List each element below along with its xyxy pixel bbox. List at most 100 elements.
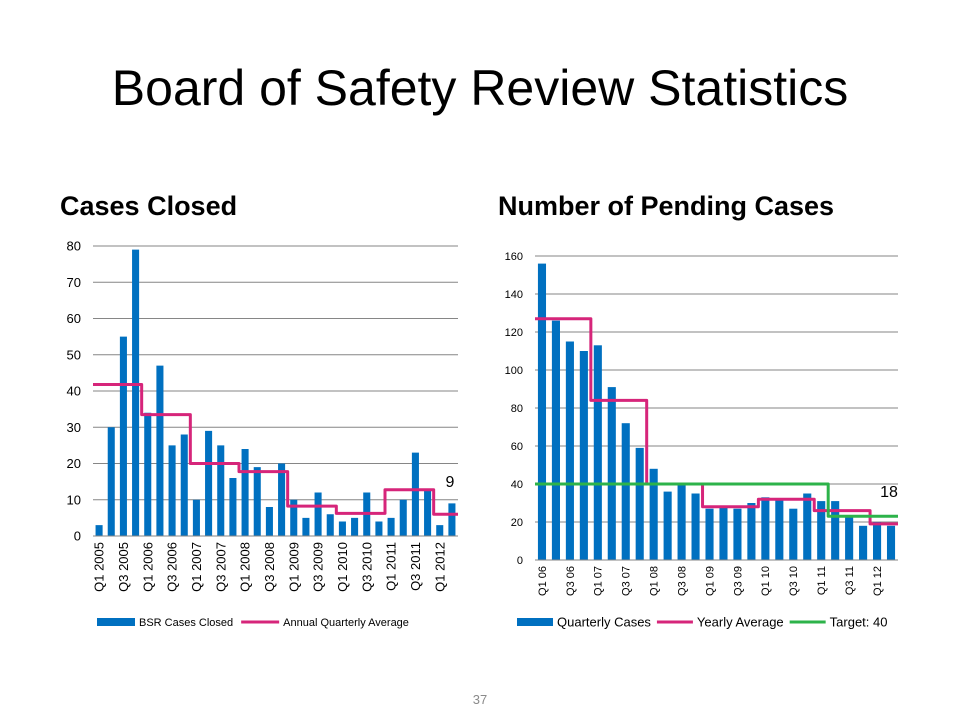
x-tick-label: Q1 2005 [92,542,107,592]
x-tick-label: Q3 2008 [262,542,277,592]
legend-label: BSR Cases Closed [139,617,233,629]
value-annotation: 9 [446,474,455,491]
x-tick-label: Q3 10 [788,566,800,596]
bar [761,497,770,560]
x-tick-label: Q1 08 [649,566,661,596]
bar [886,525,896,560]
y-tick-label: 70 [67,275,81,290]
bar [107,427,115,536]
y-tick-label: 0 [74,529,81,544]
bar [241,449,249,536]
bar [859,525,868,560]
bar [448,503,456,536]
legend-label: Annual Quarterly Average [283,617,409,629]
y-tick-label: 40 [511,479,523,491]
y-tick-label: 100 [505,365,523,377]
bar [747,503,756,560]
y-tick-label: 80 [67,239,81,254]
x-tick-label: Q1 12 [872,566,884,596]
x-tick-label: Q1 06 [537,566,549,596]
legend-label: Quarterly Cases [557,615,651,630]
x-tick-label: Q1 2011 [384,542,399,591]
bar [691,493,700,560]
y-tick-label: 0 [517,555,523,567]
bar [119,336,127,536]
x-tick-label: Q1 2006 [140,542,155,592]
x-tick-label: Q1 2010 [335,542,350,592]
bar [338,521,346,536]
y-tick-label: 60 [511,441,523,453]
bar [168,445,176,536]
bar [873,522,882,560]
x-tick-label: Q3 06 [565,566,577,596]
bar [719,506,728,560]
bar [399,499,407,536]
y-tick-label: 60 [67,311,81,326]
bar [314,492,322,536]
bar [302,517,310,536]
bar [156,365,164,536]
bar [831,501,840,560]
y-tick-label: 20 [511,517,523,529]
bar [775,499,784,560]
bar [649,468,658,560]
bar [229,478,237,536]
bar [803,493,812,560]
bar [95,525,103,536]
x-tick-label: Q3 2010 [359,542,374,592]
bar [436,525,444,536]
bar [845,516,854,560]
bar [290,499,298,536]
bar [132,249,140,536]
y-tick-label: 50 [67,347,81,362]
bar [144,412,152,536]
x-tick-label: Q3 2006 [165,542,180,592]
bar [621,423,630,560]
bar [817,501,826,560]
x-tick-label: Q1 10 [760,566,772,596]
slide-title: Board of Safety Review Statistics [111,60,849,116]
target-40-line [535,482,898,518]
bar [579,351,588,560]
x-tick-label: Q3 2009 [311,542,326,592]
x-tick-label: Q1 11 [816,566,828,595]
bar [387,517,395,536]
x-tick-label: Q1 07 [593,566,605,596]
bar [411,452,419,536]
bar [537,263,547,560]
x-tick-label: Q1 09 [704,566,716,596]
y-tick-label: 10 [67,492,81,507]
bar [192,499,200,536]
chart-title-cases-closed: Cases Closed [60,191,238,221]
bar [326,514,334,536]
chart-title-pending-cases: Number of Pending Cases [498,191,835,221]
bar [424,488,432,536]
bar [551,320,560,560]
bar [677,484,686,560]
bar [733,508,742,560]
x-tick-label: Q3 08 [676,566,688,596]
page-number: 37 [472,692,488,707]
y-tick-label: 160 [505,251,523,263]
bar [375,521,383,536]
x-tick-label: Q3 2011 [408,542,423,591]
bar [565,341,574,560]
value-annotation: 18 [880,484,898,501]
bar [705,508,714,560]
bar [253,467,261,536]
bar [789,508,798,560]
bar [217,445,225,536]
x-tick-label: Q3 11 [844,566,856,595]
x-tick-label: Q3 07 [621,566,633,596]
bar [205,430,213,536]
legend-swatch [517,618,553,626]
bar [180,434,188,536]
legend-swatch [97,618,135,626]
legend-label: Target: 40 [830,615,888,630]
bar [607,387,616,560]
x-tick-label: Q1 2012 [432,542,447,592]
x-tick-label: Q3 2007 [213,542,228,592]
bar [265,507,273,536]
